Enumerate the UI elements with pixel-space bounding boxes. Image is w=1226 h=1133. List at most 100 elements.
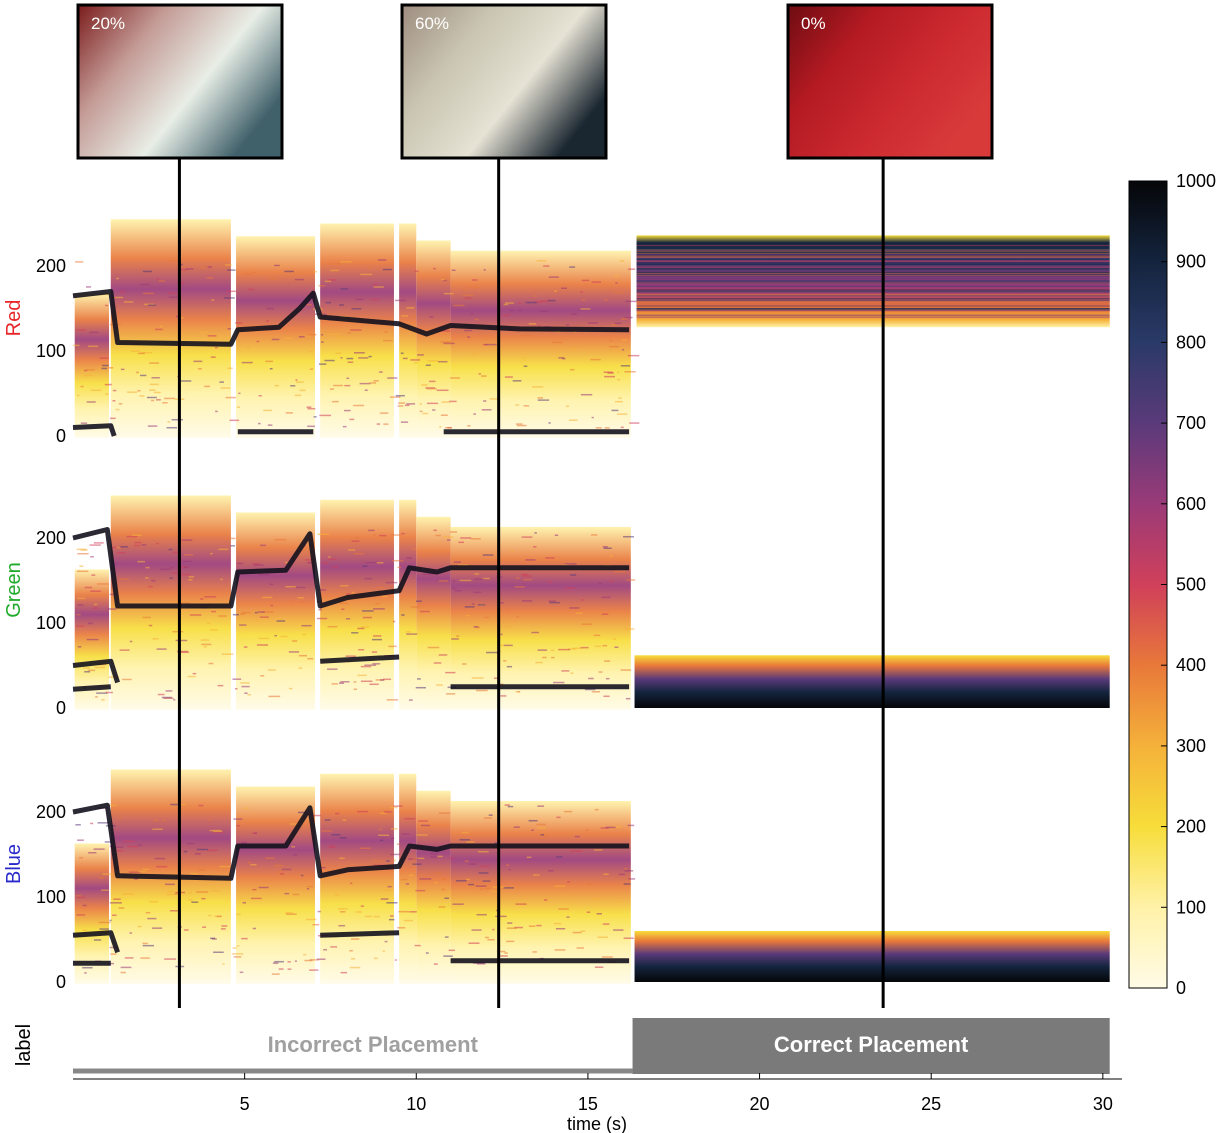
hist-texture	[137, 390, 141, 392]
hist-texture	[587, 883, 592, 886]
hist-texture	[256, 340, 260, 343]
hist-texture	[570, 850, 583, 852]
hist-texture	[359, 847, 371, 850]
hist-texture	[153, 391, 161, 394]
hist-texture	[563, 810, 573, 813]
hist-texture	[124, 957, 134, 959]
hist-texture	[331, 846, 336, 848]
hist-texture	[603, 873, 609, 876]
hist-texture	[235, 322, 243, 324]
hist-texture	[372, 860, 383, 862]
hist-texture	[98, 921, 111, 924]
hist-texture	[225, 396, 236, 399]
hist-texture	[406, 633, 418, 635]
hist-texture	[438, 906, 446, 908]
hist-texture	[76, 548, 87, 551]
hist-texture	[107, 608, 117, 610]
hist-texture	[345, 618, 351, 620]
hist-texture	[528, 925, 536, 927]
hist-texture	[437, 855, 443, 858]
hist-texture	[479, 888, 484, 890]
hist-texture	[392, 559, 404, 562]
hist-texture	[376, 586, 384, 589]
hist-texture	[114, 296, 124, 299]
hist-texture	[602, 644, 608, 647]
hist-texture	[298, 667, 303, 669]
hist-texture	[237, 257, 240, 260]
panel-green: 0 100 200 Green	[3, 495, 1110, 718]
hist-texture	[382, 678, 392, 681]
hist-texture	[383, 811, 392, 813]
hist-texture	[383, 339, 393, 342]
hist-texture	[504, 804, 510, 806]
hist-texture	[528, 323, 537, 325]
hist-texture	[178, 268, 188, 271]
hist-texture	[335, 352, 342, 355]
hist-texture	[190, 872, 198, 875]
hist-texture	[307, 407, 316, 410]
hist-texture	[75, 613, 81, 616]
hist-texture	[318, 589, 327, 591]
hist-texture	[466, 841, 475, 843]
hist-texture	[278, 968, 284, 970]
snapshot-image	[786, 3, 994, 160]
hist-texture	[499, 683, 504, 685]
hist-texture	[362, 616, 373, 619]
colorbar-tick-label: 300	[1176, 736, 1206, 756]
hist-texture	[137, 925, 142, 928]
hist-texture	[436, 684, 443, 686]
hist-texture	[523, 578, 532, 581]
hist-texture	[116, 546, 121, 549]
hist-texture	[295, 586, 306, 589]
hist-texture	[473, 413, 476, 415]
hist-texture	[507, 922, 513, 924]
hist-texture	[405, 631, 412, 633]
hist-column	[450, 250, 631, 438]
hist-texture	[474, 318, 479, 321]
hist-texture	[636, 316, 1110, 319]
hist-texture	[536, 260, 547, 262]
hist-texture	[397, 566, 402, 569]
hist-texture	[113, 562, 117, 565]
hist-texture	[595, 427, 602, 429]
hist-texture	[548, 870, 554, 872]
hist-texture	[506, 940, 515, 943]
hist-texture	[365, 561, 377, 564]
hist-texture	[400, 421, 409, 423]
hist-texture	[219, 381, 224, 383]
hist-texture	[591, 898, 602, 900]
hist-texture	[347, 361, 354, 363]
hist-texture	[550, 649, 554, 652]
hist-texture	[220, 578, 223, 581]
hist-texture	[298, 336, 305, 338]
hist-texture	[187, 675, 196, 678]
hist-texture	[451, 638, 459, 640]
hist-texture	[95, 696, 98, 698]
hist-texture	[101, 889, 109, 892]
hist-texture	[607, 372, 614, 374]
hist-texture	[440, 278, 446, 281]
panel-blue: 0 100 200 Blue	[3, 769, 1110, 992]
hist-texture	[636, 309, 1110, 311]
hist-texture	[624, 867, 628, 870]
hist-texture	[636, 304, 1110, 307]
hist-texture	[400, 878, 408, 881]
hist-texture	[447, 891, 452, 894]
hist-texture	[364, 389, 368, 392]
hist-texture	[503, 660, 507, 662]
hist-texture	[77, 646, 82, 648]
hist-texture	[580, 393, 593, 396]
hist-texture	[218, 548, 229, 551]
hist-texture	[88, 852, 97, 854]
hist-texture	[447, 539, 451, 541]
hist-texture	[221, 925, 228, 927]
hist-texture	[567, 648, 576, 650]
hist-texture	[258, 394, 262, 397]
hist-texture	[594, 849, 603, 851]
hist-texture	[375, 602, 380, 605]
hist-texture	[240, 613, 246, 615]
hist-texture	[269, 583, 274, 586]
hist-texture	[355, 911, 362, 913]
hist-texture	[405, 883, 410, 885]
hist-texture	[373, 284, 378, 286]
